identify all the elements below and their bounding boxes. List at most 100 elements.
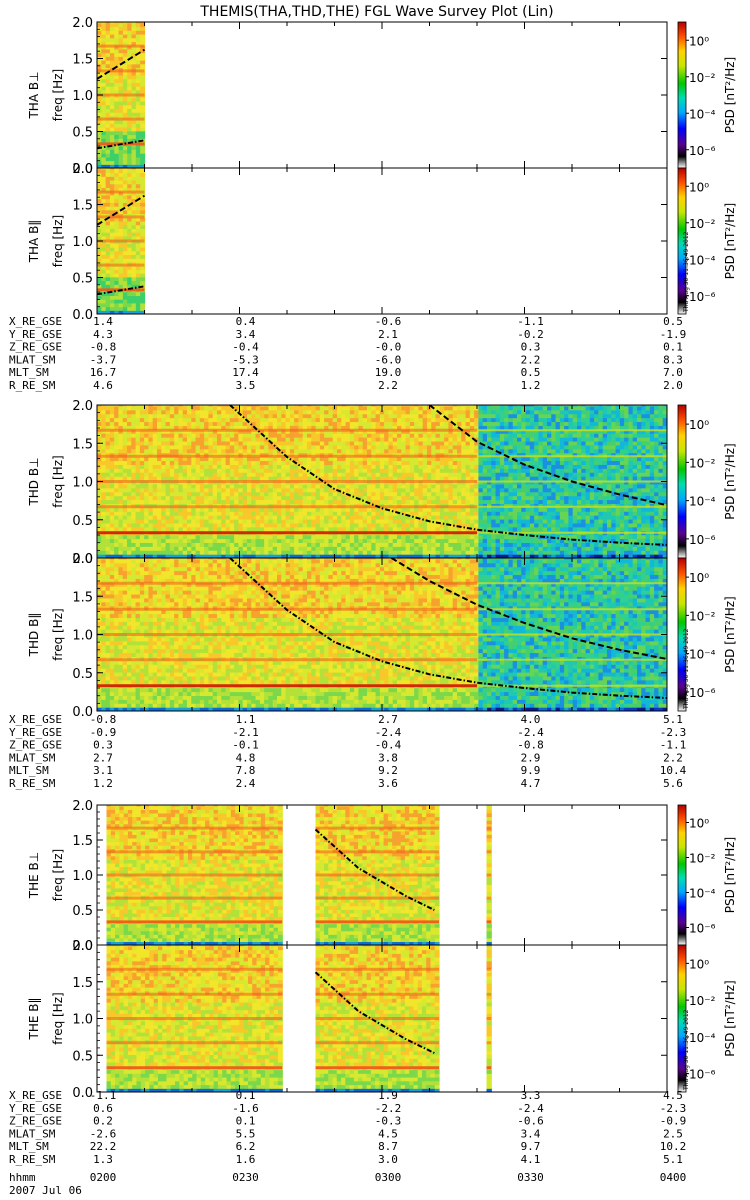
psd-cell <box>487 542 492 547</box>
psd-cell <box>109 112 115 117</box>
psd-cell <box>251 468 257 473</box>
psd-cell <box>478 444 484 450</box>
psd-cell <box>422 499 428 504</box>
psd-cell <box>298 483 304 489</box>
psd-cell <box>195 413 201 419</box>
psd-cell <box>118 130 124 136</box>
psd-cell <box>482 476 488 481</box>
psd-cell <box>97 160 102 165</box>
psd-cell <box>131 495 137 501</box>
psd-cell <box>491 437 497 442</box>
psd-cell <box>409 440 415 446</box>
psd-cell <box>101 243 107 248</box>
psd-cell <box>238 421 244 426</box>
psd-cell <box>251 405 257 411</box>
psd-cell <box>144 507 150 512</box>
psd-cell <box>409 476 415 481</box>
psd-cell <box>264 413 270 419</box>
psd-cell <box>362 433 368 438</box>
psd-cell <box>109 119 115 124</box>
psd-cell <box>324 444 330 450</box>
psd-cell <box>379 542 385 547</box>
psd-cell <box>238 476 244 481</box>
psd-cell <box>461 421 467 426</box>
psd-cell <box>221 476 227 481</box>
psd-cell <box>302 409 308 415</box>
psd-cell <box>114 464 120 469</box>
psd-cell <box>439 460 445 465</box>
psd-cell <box>135 310 141 314</box>
psd-cell <box>204 538 210 543</box>
psd-cell <box>131 168 137 174</box>
psd-cell <box>311 440 317 446</box>
psd-cell <box>225 464 231 469</box>
psd-cell <box>251 526 257 532</box>
psd-cell <box>238 456 244 462</box>
psd-cell <box>354 448 360 454</box>
psd-cell <box>435 538 441 543</box>
psd-cell <box>118 522 124 528</box>
psd-cell <box>140 310 146 314</box>
psd-cell <box>482 472 488 477</box>
psd-cell <box>272 499 278 504</box>
psd-cell <box>499 409 505 415</box>
psd-cell <box>392 538 398 543</box>
psd-cell <box>358 405 364 407</box>
psd-cell <box>122 41 128 46</box>
psd-cell <box>131 130 137 136</box>
psd-cell <box>122 405 128 407</box>
psd-cell <box>371 472 377 477</box>
psd-cell <box>135 179 141 185</box>
psd-cell <box>97 302 102 308</box>
psd-cell <box>491 452 497 458</box>
psd-cell <box>135 156 141 162</box>
psd-cell <box>414 511 420 516</box>
y-tick-label: 1.5 <box>72 199 93 214</box>
psd-cell <box>251 511 257 516</box>
psd-cell <box>281 491 287 497</box>
psd-cell <box>281 417 287 423</box>
psd-cell <box>414 538 420 543</box>
psd-cell <box>384 518 390 524</box>
psd-cell <box>140 254 146 259</box>
psd-cell <box>319 464 325 469</box>
psd-cell <box>187 515 192 520</box>
psd-cell <box>345 405 351 411</box>
psd-cell <box>307 526 312 532</box>
psd-cell <box>328 448 334 454</box>
psd-cell <box>341 518 347 524</box>
psd-cell <box>375 491 381 497</box>
psd-cell <box>332 526 338 532</box>
psd-cell <box>140 30 146 35</box>
psd-cell <box>105 220 111 226</box>
psd-cell <box>212 542 218 547</box>
psd-cell <box>127 472 132 477</box>
psd-cell <box>354 440 360 446</box>
psd-cell <box>114 179 120 185</box>
psd-cell <box>414 534 420 540</box>
psd-cell <box>105 37 111 43</box>
psd-cell <box>191 405 197 407</box>
psd-cell <box>195 515 201 520</box>
psd-cell <box>302 522 308 528</box>
psd-cell <box>144 464 150 469</box>
psd-cell <box>97 78 102 83</box>
psd-cell <box>152 518 158 524</box>
psd-cell <box>319 460 325 465</box>
psd-cell <box>345 413 351 419</box>
psd-cell <box>131 276 137 282</box>
psd-cell <box>491 538 497 543</box>
psd-cell <box>439 550 445 555</box>
psd-cell <box>101 483 107 489</box>
psd-cell <box>264 518 270 524</box>
psd-cell <box>487 464 492 469</box>
psd-cell <box>418 495 424 501</box>
psd-cell <box>140 145 146 150</box>
psd-cell <box>482 491 488 497</box>
psd-cell <box>474 546 480 551</box>
psd-cell <box>101 511 107 516</box>
psd-cell <box>268 468 274 473</box>
psd-cell <box>187 405 192 411</box>
psd-cell <box>302 476 308 481</box>
psd-cell <box>302 534 308 540</box>
